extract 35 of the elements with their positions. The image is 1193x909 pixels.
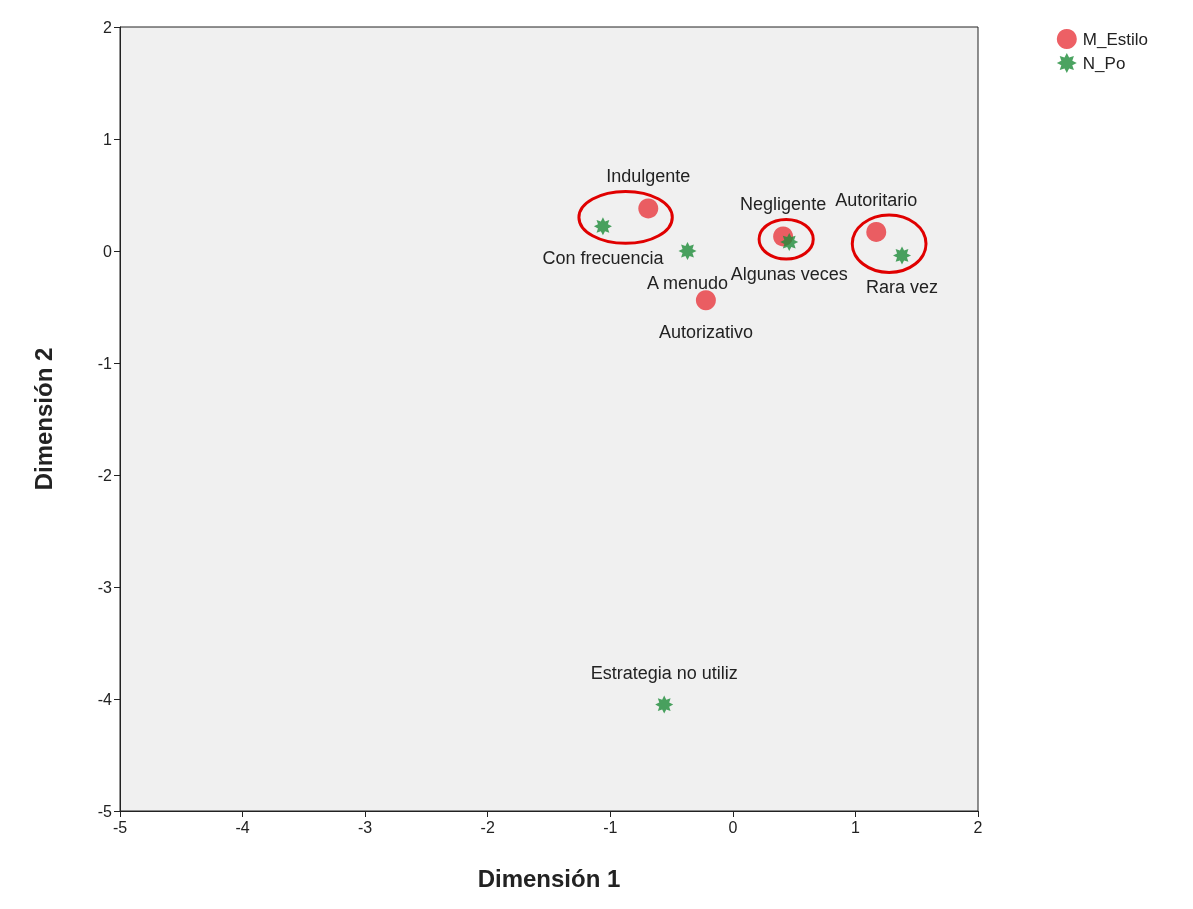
annotation: Estrategia no utiliz bbox=[590, 662, 738, 683]
x-tick-label: 0 bbox=[728, 818, 738, 836]
point bbox=[593, 217, 612, 236]
y-tick-label: -5 bbox=[97, 802, 113, 820]
annotation: Rara vez bbox=[865, 277, 939, 298]
annotation: Negligente bbox=[740, 194, 827, 215]
annotation: Autorizativo bbox=[658, 322, 753, 343]
point bbox=[638, 198, 659, 219]
annotation: Autoritario bbox=[835, 189, 918, 210]
x-tick-label: 1 bbox=[850, 818, 860, 836]
legend-label: N_Po bbox=[1082, 53, 1126, 73]
annotation: Con frecuencia bbox=[542, 248, 665, 269]
x-axis-title: Dimensión 1 bbox=[477, 864, 621, 892]
y-tick-label: 2 bbox=[103, 18, 113, 36]
x-tick-label: 2 bbox=[973, 818, 983, 836]
y-axis-title: Dimensión 2 bbox=[29, 347, 57, 491]
annotation: Algunas veces bbox=[730, 264, 848, 285]
annotation: A menudo bbox=[646, 273, 729, 293]
point bbox=[866, 221, 887, 242]
y-tick-label: 1 bbox=[103, 130, 113, 148]
legend-label: M_Estilo bbox=[1082, 29, 1148, 49]
x-tick-label: -1 bbox=[603, 818, 618, 836]
x-tick-label: -2 bbox=[480, 818, 495, 836]
point bbox=[695, 290, 716, 311]
y-tick-label: -3 bbox=[97, 578, 113, 596]
y-tick-label: -4 bbox=[97, 690, 113, 708]
y-tick-label: -1 bbox=[97, 354, 113, 372]
point bbox=[893, 246, 912, 265]
annotation: Indulgente bbox=[606, 166, 691, 187]
y-tick-label: -2 bbox=[97, 466, 113, 484]
point bbox=[655, 695, 674, 714]
point bbox=[678, 242, 697, 260]
x-tick-label: -3 bbox=[358, 818, 373, 836]
y-tick-label: 0 bbox=[103, 242, 113, 260]
x-tick-label: -4 bbox=[235, 818, 250, 836]
